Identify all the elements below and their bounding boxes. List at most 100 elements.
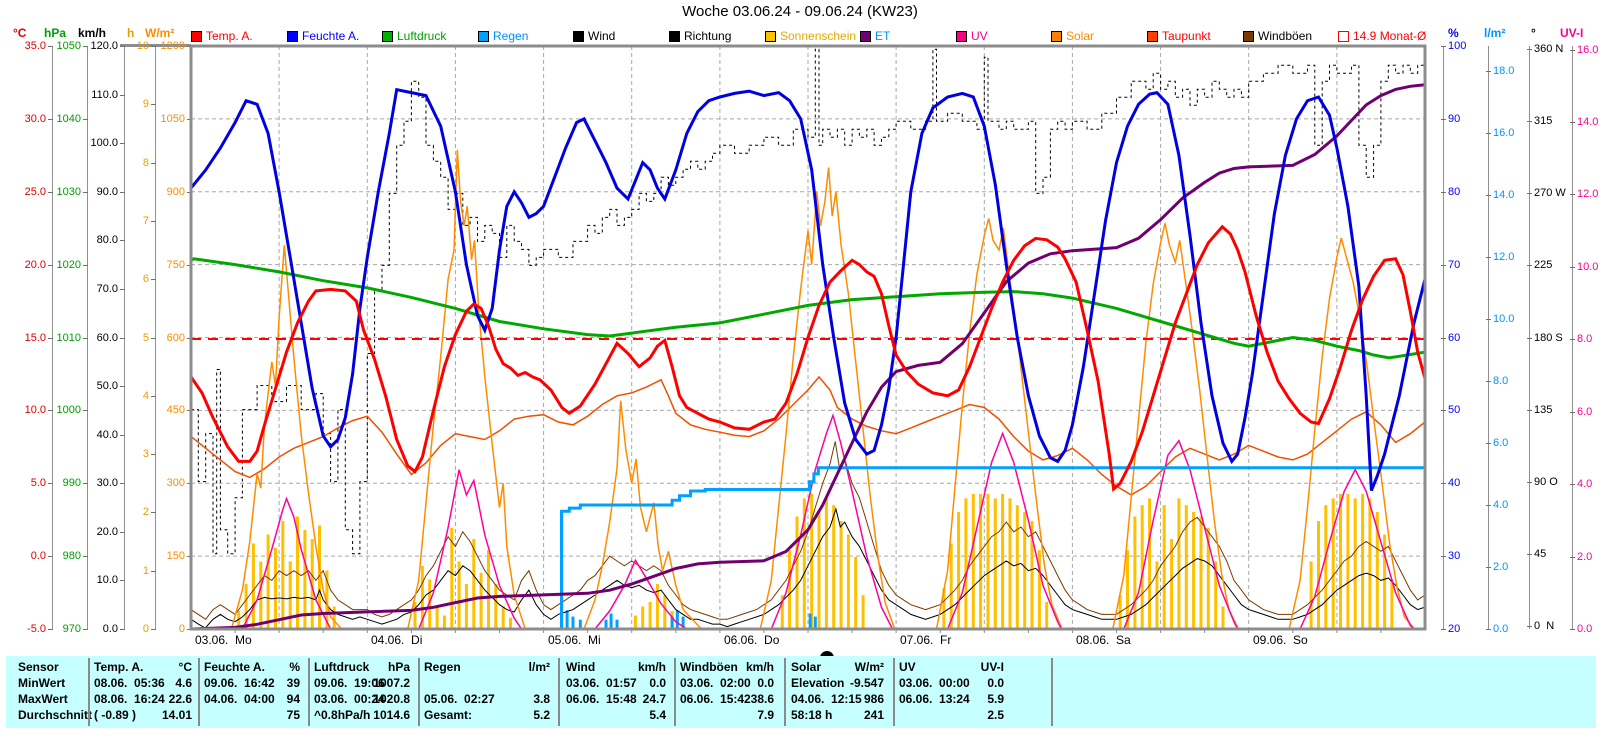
bar-regen-bars [676, 610, 679, 629]
bar-regen-bars [566, 610, 569, 629]
table-separator [558, 658, 560, 726]
bar-sonnenschein [957, 512, 960, 629]
stats-avg-value: 75 [230, 708, 300, 722]
bar-sonnenschein [472, 539, 475, 629]
bar-sonnenschein [274, 548, 277, 629]
bar-sonnenschein [641, 607, 644, 630]
bar-sonnenschein [987, 494, 990, 629]
bar-sonnenschein [1045, 602, 1048, 629]
bar-sonnenschein [1361, 494, 1364, 629]
stats-col-unit: UV-I [944, 660, 1004, 674]
bar-sonnenschein [649, 602, 652, 629]
bar-sonnenschein [252, 544, 255, 630]
stats-min-value: 39 [230, 676, 300, 690]
bar-sonnenschein [436, 607, 439, 630]
stats-min-value: 0.0 [704, 676, 774, 690]
bar-sonnenschein [480, 573, 483, 629]
bar-sonnenschein [663, 595, 666, 629]
bar-sonnenschein [832, 505, 835, 629]
stats-avg-value: 2.5 [934, 708, 1004, 722]
stats-col-unit: km/h [714, 660, 774, 674]
bar-sonnenschein [259, 562, 262, 630]
bar-sonnenschein [862, 595, 865, 629]
weather-station-app: Woche 03.06.24 - 09.06.24 (KW23) Temp. A… [0, 0, 1600, 740]
bar-sonnenschein [1339, 494, 1342, 629]
bar-sonnenschein [788, 550, 791, 629]
bar-sonnenschein [443, 616, 446, 630]
bar-regen-bars [610, 614, 613, 630]
bar-regen-bars [572, 617, 575, 629]
stats-max-value: 94 [230, 692, 300, 706]
bar-sonnenschein [1177, 498, 1180, 629]
bar-sonnenschein [994, 498, 997, 629]
bar-sonnenschein [1001, 494, 1004, 629]
stats-avg-time: Gesamt: [424, 708, 472, 722]
bar-sonnenschein [1222, 607, 1225, 630]
bar-sonnenschein [465, 584, 468, 629]
bar-sonnenschein [1200, 517, 1203, 630]
table-separator [418, 658, 420, 726]
stats-col-unit: W/m² [824, 660, 884, 674]
x-day-label: 07.06. Fr [900, 633, 951, 647]
table-separator [784, 658, 786, 726]
stats-min-value: 4.6 [122, 676, 192, 690]
series-regen-summe [191, 468, 1425, 629]
bar-sonnenschein [1390, 580, 1393, 630]
stats-max-value: 3.8 [480, 692, 550, 706]
stats-col-unit: hPa [350, 660, 410, 674]
bar-regen-bars [814, 617, 817, 629]
stats-max-value: 24.7 [596, 692, 666, 706]
bar-sonnenschein [509, 618, 512, 629]
table-separator [308, 658, 310, 726]
bar-sonnenschein [502, 607, 505, 630]
x-day-label: 03.06. Mo [195, 633, 252, 647]
stats-row-header: Durchschnitt [18, 708, 92, 722]
x-day-label: 09.06. So [1253, 633, 1308, 647]
stats-avg-value: 5.2 [480, 708, 550, 722]
stats-row-header: MinWert [18, 676, 65, 690]
bar-sonnenschein [1310, 562, 1313, 630]
x-day-label: 06.06. Do [724, 633, 779, 647]
bar-sonnenschein [1016, 505, 1019, 629]
stats-row-header: MaxWert [18, 692, 68, 706]
x-day-label: 05.06. Mi [548, 633, 601, 647]
bar-sonnenschein [1324, 505, 1327, 629]
bar-sonnenschein [634, 616, 637, 630]
bar-sonnenschein [840, 521, 843, 629]
stats-row-header: Sensor [18, 660, 59, 674]
stats-avg-value: 241 [814, 708, 884, 722]
bar-sonnenschein [281, 521, 284, 629]
stats-col-unit: km/h [606, 660, 666, 674]
stats-col-name: UV [899, 660, 916, 674]
bar-sonnenschein [796, 517, 799, 630]
stats-col-unit: l/m² [490, 660, 550, 674]
stats-avg-value: 5.4 [596, 708, 666, 722]
stats-min-value: -9.547 [814, 676, 884, 690]
bar-sonnenschein [818, 512, 821, 629]
bar-sonnenschein [1148, 498, 1151, 629]
stats-max-value: 38.6 [704, 692, 774, 706]
bar-sonnenschein [333, 607, 336, 630]
bar-sonnenschein [414, 602, 417, 629]
bar-sonnenschein [494, 584, 497, 629]
bar-sonnenschein [1192, 512, 1195, 629]
stats-max-value: 1020.8 [340, 692, 410, 706]
bar-sonnenschein [847, 535, 850, 630]
bar-sonnenschein [825, 498, 828, 629]
x-day-label: 04.06. Di [371, 633, 422, 647]
x-day-label: 08.06. Sa [1076, 633, 1131, 647]
stats-max-value: 5.9 [934, 692, 1004, 706]
bar-sonnenschein [1023, 512, 1026, 629]
bar-sonnenschein [267, 535, 270, 630]
chart-plot-area[interactable] [0, 0, 1600, 740]
bar-sonnenschein [487, 550, 490, 629]
stats-col-name: Wind [566, 660, 595, 674]
stats-min-value: 0.0 [934, 676, 1004, 690]
bar-sonnenschein [1346, 494, 1349, 629]
stats-table: SensorMinWertMaxWertDurchschnittTemp. A.… [6, 656, 1596, 728]
table-separator [88, 658, 90, 726]
stats-max-value: 22.6 [122, 692, 192, 706]
table-separator [893, 658, 895, 726]
bar-sonnenschein [1368, 498, 1371, 629]
stats-max-value: 986 [814, 692, 884, 706]
